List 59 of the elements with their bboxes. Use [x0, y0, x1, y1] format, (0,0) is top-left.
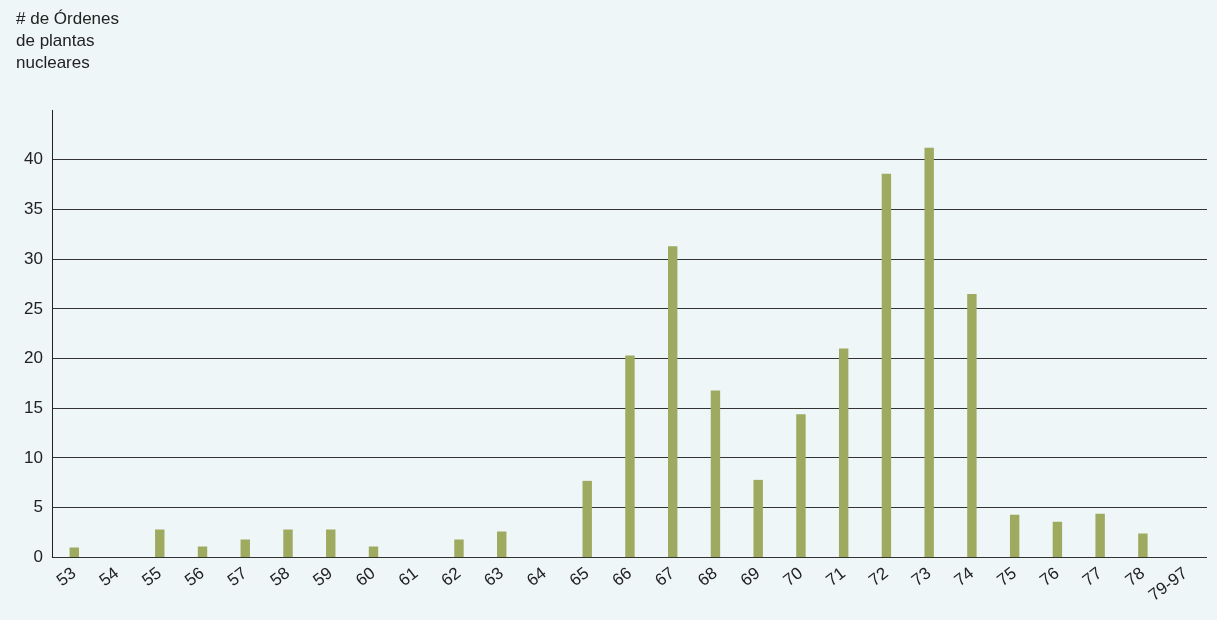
x-tick-label: 76 [1036, 563, 1063, 590]
bar [967, 293, 977, 557]
bar [1009, 514, 1020, 557]
y-tick-label: 25 [23, 298, 43, 318]
y-tick-label: 40 [23, 149, 43, 169]
bar [197, 546, 208, 557]
x-tick-label: 72 [865, 563, 892, 590]
y-tick-label: 10 [23, 447, 43, 467]
bar [881, 173, 892, 557]
x-tick-label: 68 [694, 563, 721, 590]
x-tick-label: 63 [480, 563, 507, 590]
x-tick-label: 56 [181, 563, 208, 590]
x-tick-label: 62 [437, 563, 465, 590]
x-tick-label: 66 [608, 563, 636, 590]
y-axis-title: # de Órdenes de plantas nucleares [16, 8, 120, 74]
bar [368, 546, 379, 557]
x-tick-label: 73 [907, 563, 935, 590]
y-tick-label: 35 [23, 199, 43, 219]
bar [668, 246, 678, 557]
x-tick-label: 77 [1078, 563, 1106, 590]
bar [1138, 533, 1148, 557]
x-tick-label: 75 [993, 563, 1020, 590]
bar [796, 414, 806, 557]
x-tick-label: 69 [736, 563, 764, 590]
bar [838, 348, 849, 557]
y-tick-label: 20 [23, 348, 43, 368]
y-tick-label: 15 [23, 397, 43, 417]
bar [155, 529, 165, 557]
x-tick-label: 54 [95, 563, 123, 590]
bar [283, 529, 293, 557]
bar [69, 547, 79, 557]
x-tick-label: 53 [52, 563, 80, 590]
x-tick-label: 55 [138, 563, 166, 590]
x-tick-label: 61 [394, 563, 422, 590]
bar [497, 531, 507, 557]
x-tick-label: 74 [950, 563, 978, 590]
x-tick-label: 59 [309, 563, 337, 590]
x-tick-label: 71 [822, 563, 849, 590]
x-tick-label: 64 [523, 563, 550, 590]
bar [326, 529, 336, 557]
y-tick-label: 5 [33, 497, 43, 517]
bar [625, 355, 635, 557]
bar [753, 479, 763, 557]
y-tick-label: 0 [33, 547, 43, 567]
bar [1095, 513, 1105, 557]
bar [454, 539, 464, 557]
x-tick-label: 78 [1121, 563, 1149, 590]
x-tick-label: 58 [266, 563, 294, 590]
x-tick-label: 67 [651, 563, 678, 590]
bar [710, 390, 721, 557]
x-tick-label: 60 [352, 563, 379, 590]
y-tick-label: 30 [23, 248, 43, 268]
bar [240, 539, 250, 557]
bar [582, 480, 592, 557]
bar [924, 147, 934, 557]
bar [1052, 521, 1063, 557]
x-tick-label: 70 [779, 563, 807, 590]
x-tick-label: 65 [565, 563, 593, 590]
x-tick-label: 57 [223, 563, 251, 590]
